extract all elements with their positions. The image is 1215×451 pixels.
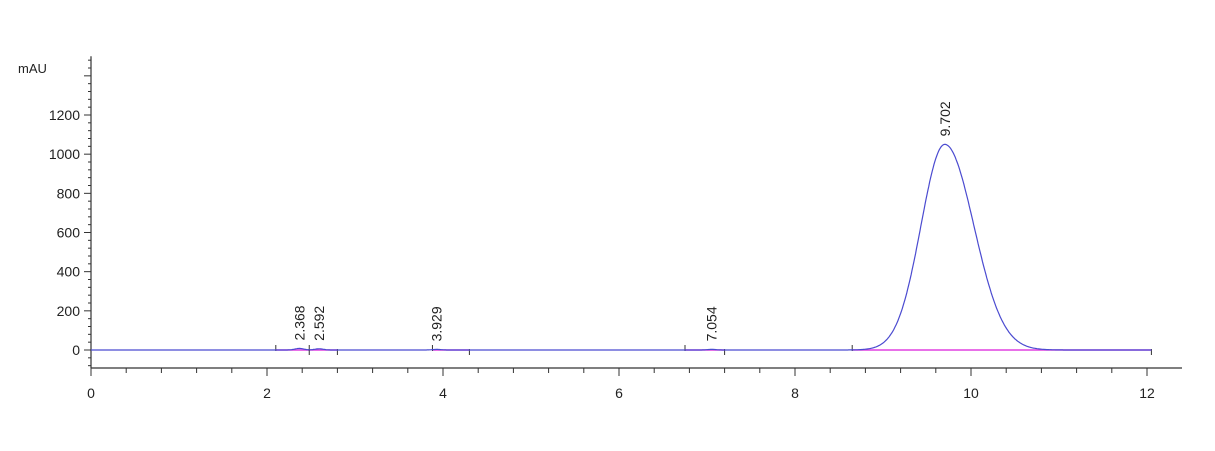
y-tick-label: 1200: [49, 107, 80, 123]
x-tick-label: 2: [263, 385, 271, 401]
x-tick-label: 10: [963, 385, 979, 401]
peak-label: 7.054: [704, 306, 720, 341]
y-tick-label: 600: [57, 225, 81, 241]
peak-label: 2.368: [291, 305, 307, 340]
y-tick-label: 1000: [49, 146, 80, 162]
y-tick-label: 0: [72, 342, 80, 358]
signal-trace: [91, 143, 1152, 351]
y-tick-label: 800: [57, 185, 81, 201]
peak-label: 2.592: [311, 306, 327, 341]
y-axis-unit-label: mAU: [18, 61, 47, 76]
x-tick-label: 4: [439, 385, 447, 401]
y-tick-label: 200: [57, 303, 81, 319]
x-tick-label: 8: [791, 385, 799, 401]
peak-label: 3.929: [429, 306, 445, 341]
y-tick-label: 400: [57, 264, 81, 280]
x-tick-label: 0: [87, 385, 95, 401]
x-tick-label: 12: [1139, 385, 1155, 401]
peak-label: 9.702: [937, 101, 953, 136]
x-tick-label: 6: [615, 385, 623, 401]
